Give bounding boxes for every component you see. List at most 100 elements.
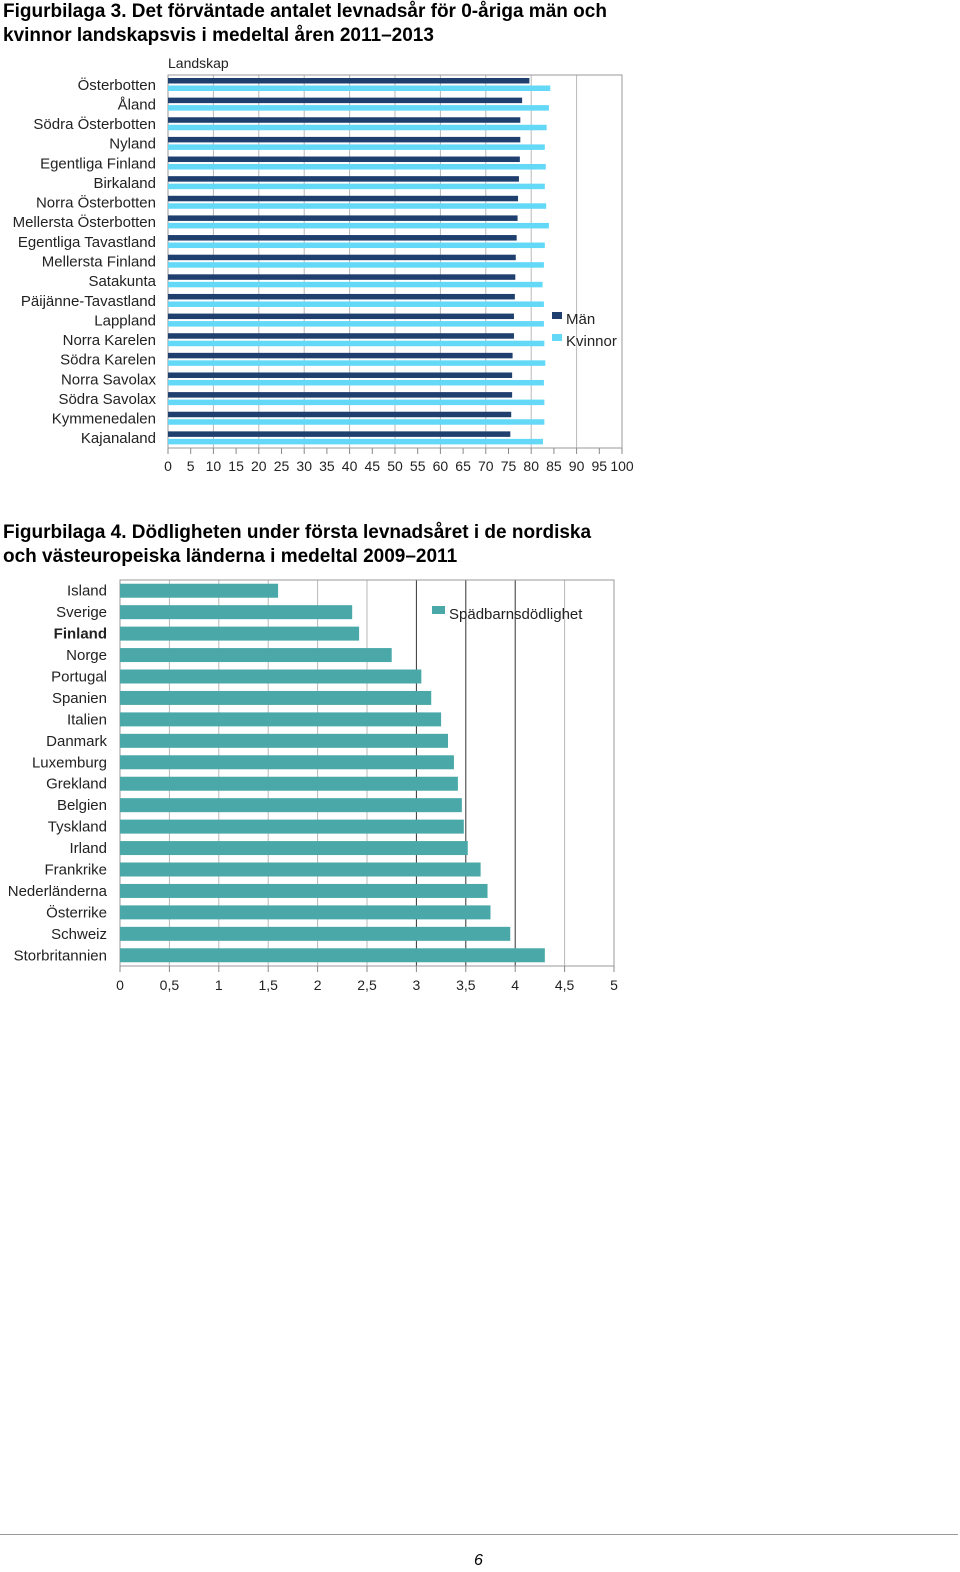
page-number: 6 (474, 1552, 483, 1569)
legend-label: Kvinnor (566, 333, 617, 350)
category-label: Södra Österbotten (33, 115, 156, 133)
bar-kvinnor (168, 301, 544, 307)
bar-infant-mortality (120, 583, 279, 598)
x-tick-label: 90 (569, 458, 585, 474)
bar-män (168, 235, 517, 241)
bar-män (168, 117, 521, 123)
x-tick-label: 2,5 (357, 977, 377, 993)
bar-män (168, 333, 514, 339)
x-tick-label: 5 (187, 458, 195, 474)
bar-män (168, 431, 511, 437)
x-tick-label: 35 (319, 458, 335, 474)
bar-infant-mortality (120, 948, 545, 963)
bar-kvinnor (168, 438, 544, 445)
x-tick-label: 15 (228, 458, 244, 474)
category-label: Frankrike (44, 862, 107, 879)
bar-kvinnor (168, 124, 547, 131)
x-tick-label: 65 (455, 458, 471, 474)
category-label: Island (67, 583, 107, 600)
category-label: Tyskland (48, 819, 107, 836)
bar-män (168, 254, 516, 261)
category-label: Birkaland (93, 175, 156, 192)
figure3-title-line1: Figurbilaga 3. Det förväntade antalet le… (3, 1, 607, 22)
bar-kvinnor (168, 360, 546, 366)
x-tick-label: 1 (215, 977, 223, 993)
x-tick-label: 85 (546, 458, 562, 474)
figure3-title: Figurbilaga 3. Det förväntade antalet le… (3, 0, 953, 48)
x-tick-label: 100 (610, 458, 634, 474)
category-label: Danmark (46, 733, 107, 750)
category-label: Päijänne-Tavastland (21, 293, 156, 310)
bar-kvinnor (168, 183, 545, 190)
bar-män (168, 392, 513, 398)
bar-män (168, 97, 523, 104)
x-tick-label: 4,5 (555, 977, 575, 993)
x-tick-label: 20 (251, 458, 267, 474)
bar-infant-mortality (120, 605, 353, 620)
bar-kvinnor (168, 144, 545, 150)
category-label: Österrike (46, 903, 107, 921)
bar-kvinnor (168, 419, 545, 425)
x-tick-label: 55 (410, 458, 426, 474)
category-label: Lappland (94, 312, 156, 329)
bar-män (168, 195, 519, 202)
bar-kvinnor (168, 222, 549, 229)
category-label: Södra Savolax (58, 391, 156, 408)
bar-infant-mortality (120, 776, 458, 791)
category-label: Grekland (46, 776, 107, 793)
bar-infant-mortality (120, 648, 392, 663)
x-tick-label: 95 (592, 458, 608, 474)
bar-män (168, 274, 516, 280)
x-tick-label: 50 (387, 458, 403, 474)
bar-män (168, 372, 513, 378)
category-label: Åland (118, 96, 156, 113)
x-tick-label: 0 (164, 458, 172, 474)
bar-infant-mortality (120, 883, 488, 898)
life-expectancy-chart: Landskap Österbotten Åland Södra Österbotte… (13, 55, 634, 474)
bar-män (168, 352, 513, 359)
bar-infant-mortality (120, 669, 422, 684)
bar-infant-mortality (120, 905, 491, 920)
x-tick-label: 10 (206, 458, 222, 474)
x-tick-label: 70 (478, 458, 494, 474)
category-label: Södra Karelen (60, 352, 156, 369)
bar-kvinnor (168, 379, 544, 386)
category-label: Italien (67, 711, 107, 728)
figure3-title-line2: kvinnor landskapsvis i medeltal åren 201… (3, 25, 434, 46)
bar-män (168, 136, 521, 143)
figure4-title-line2: och västeuropeiska länderna i medeltal 2… (3, 546, 458, 567)
bar-infant-mortality (120, 733, 449, 748)
category-label: Irland (69, 840, 107, 857)
bar-kvinnor (168, 340, 545, 347)
category-label: Norra Österbotten (36, 194, 156, 212)
bar-infant-mortality (120, 841, 468, 856)
category-label: Norra Savolax (61, 371, 157, 388)
x-tick-label: 1,5 (258, 977, 278, 993)
x-tick-label: 80 (523, 458, 539, 474)
x-tick-label: 2 (314, 977, 322, 993)
footer-divider (0, 1534, 958, 1535)
x-tick-label: 4 (511, 977, 519, 993)
category-label: Schweiz (51, 926, 107, 943)
category-label: Portugal (51, 669, 107, 686)
category-label: Österbotten (78, 76, 156, 94)
category-label: Kajanaland (81, 430, 156, 447)
axis-title-landskap: Landskap (168, 55, 229, 71)
category-label: Norra Karelen (63, 332, 156, 349)
category-label: Kymmenedalen (52, 411, 156, 428)
x-tick-label: 30 (296, 458, 312, 474)
bar-kvinnor (168, 321, 544, 327)
category-label: Mellersta Finland (42, 254, 156, 271)
category-label: Egentliga Finland (40, 155, 156, 172)
x-tick-label: 5 (610, 977, 618, 993)
category-label: Satakunta (88, 273, 156, 290)
category-label: Norge (66, 647, 107, 664)
bar-infant-mortality (120, 690, 432, 705)
legend-swatch (432, 606, 445, 614)
bar-kvinnor (168, 203, 547, 209)
legend-swatch (552, 312, 562, 319)
bar-kvinnor (168, 242, 545, 249)
category-label: Belgien (57, 797, 107, 814)
legend-label: Män (566, 311, 595, 328)
bar-infant-mortality (120, 798, 462, 813)
